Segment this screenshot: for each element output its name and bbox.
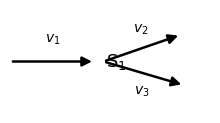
Text: $v_2$: $v_2$ bbox=[133, 22, 148, 37]
Text: $\mathrm{S}_1$: $\mathrm{S}_1$ bbox=[106, 52, 126, 71]
Text: $v_1$: $v_1$ bbox=[45, 33, 60, 47]
Text: $v_3$: $v_3$ bbox=[134, 85, 150, 99]
